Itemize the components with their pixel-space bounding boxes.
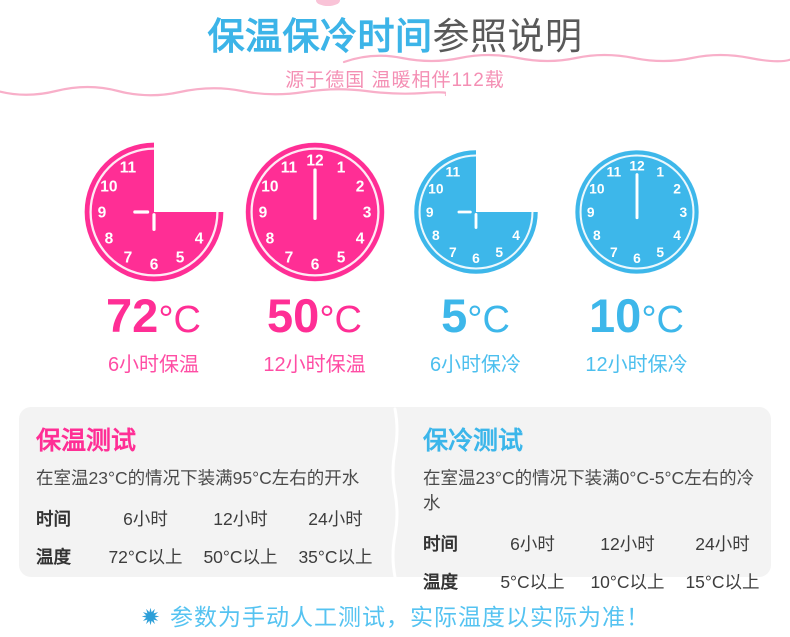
clock-box: 12 1 2 3 4 5 6 7 8 9 10 11	[242, 138, 388, 286]
table-cell: 10°C以上	[590, 572, 665, 592]
cold-test-section: 保冷测试 在室温23°C的情况下装满0°C-5°C左右的冷水 时间 6小时 12…	[395, 407, 771, 592]
svg-text:6: 6	[472, 250, 480, 266]
row-label: 时间	[423, 534, 458, 554]
svg-text:5: 5	[495, 244, 503, 260]
table-cell: 72°C以上	[108, 547, 183, 567]
cold-test-time-row: 时间 6小时 12小时 24小时	[423, 531, 771, 556]
svg-text:11: 11	[606, 164, 621, 180]
svg-text:7: 7	[123, 250, 132, 267]
header: 保温保冷时间参照说明 源于德国 温暖相伴112载	[0, 0, 790, 97]
clock-column-heat-12h: 12 1 2 3 4 5 6 7 8 9 10 11 50°C 12小时保温	[234, 138, 395, 377]
clock-box: 4 5 6 7 8 9 10 11	[81, 138, 227, 286]
svg-text:12: 12	[306, 152, 323, 169]
table-cell: 24小时	[695, 534, 750, 554]
svg-text:5: 5	[175, 250, 184, 267]
starburst-icon	[141, 607, 160, 626]
svg-text:11: 11	[445, 164, 460, 180]
table-cell: 24小时	[308, 509, 363, 529]
table-cell: 6小时	[510, 534, 555, 554]
svg-text:10: 10	[428, 181, 444, 197]
clock-column-cold-12h: 12 1 2 3 4 5 6 7 8 9 10 11 10°C 12小时保冷	[556, 138, 717, 377]
temperature-value: 72°C	[106, 289, 201, 342]
svg-text:10: 10	[100, 178, 117, 195]
svg-text:6: 6	[633, 250, 641, 266]
table-cell: 6小时	[123, 509, 168, 529]
table-cell: 35°C以上	[298, 547, 373, 567]
test-results-panel: 保温测试 在室温23°C的情况下装满95°C左右的开水 时间 6小时 12小时 …	[19, 407, 771, 592]
svg-text:1: 1	[336, 159, 345, 176]
svg-text:4: 4	[194, 230, 203, 247]
clock-column-heat-6h: 4 5 6 7 8 9 10 11 72°C 6小时保温	[73, 138, 234, 377]
cold-test-temp-row: 温度 5°C以上 10°C以上 15°C以上	[423, 569, 771, 594]
svg-text:8: 8	[265, 230, 274, 247]
svg-text:4: 4	[355, 230, 364, 247]
page-title-highlight: 保温保冷时间	[207, 16, 433, 57]
svg-text:5: 5	[656, 244, 664, 260]
cold-test-description: 在室温23°C的情况下装满0°C-5°C左右的冷水	[423, 468, 755, 513]
heat-test-section: 保温测试 在室温23°C的情况下装满95°C左右的开水 时间 6小时 12小时 …	[19, 407, 395, 577]
svg-text:1: 1	[656, 164, 664, 180]
svg-text:4: 4	[512, 227, 520, 243]
svg-text:7: 7	[610, 244, 618, 260]
table-cell: 12小时	[600, 534, 655, 554]
footer-note: 参数为手动人工测试，实际温度以实际为准！	[0, 598, 790, 632]
svg-text:9: 9	[425, 204, 433, 220]
svg-text:11: 11	[119, 159, 136, 176]
clock-caption: 6小时保冷	[429, 354, 522, 376]
temperature-value: 50°C	[267, 289, 362, 342]
clock-caption: 12小时保温	[263, 354, 366, 376]
temperature-value: 5°C	[441, 289, 510, 342]
heat-test-description: 在室温23°C的情况下装满95°C左右的开水	[36, 468, 360, 488]
temperature-value: 10°C	[589, 289, 684, 342]
svg-text:8: 8	[432, 227, 440, 243]
svg-text:9: 9	[97, 204, 106, 221]
page-title-rest: 参照说明	[432, 16, 583, 57]
heat-test-heading: 保温测试	[36, 427, 137, 455]
svg-text:4: 4	[673, 227, 681, 243]
svg-text:3: 3	[679, 204, 687, 220]
footer-note-text: 参数为手动人工测试，实际温度以实际为准！	[170, 604, 650, 630]
clock-box: 12 1 2 3 4 5 6 7 8 9 10 11	[572, 138, 702, 286]
svg-text:10: 10	[261, 178, 278, 195]
svg-text:7: 7	[284, 250, 293, 267]
heat-test-temp-row: 温度 72°C以上 50°C以上 35°C以上	[36, 544, 395, 569]
svg-text:9: 9	[258, 204, 267, 221]
svg-text:12: 12	[629, 158, 645, 174]
svg-text:2: 2	[673, 181, 681, 197]
row-label: 温度	[423, 572, 458, 592]
svg-text:7: 7	[449, 244, 457, 260]
svg-text:11: 11	[280, 159, 297, 176]
clock-column-cold-6h: 4 5 6 7 8 9 10 11 5°C 6小时保冷	[395, 138, 556, 377]
svg-text:2: 2	[355, 178, 364, 195]
pink-blob-decoration	[316, 0, 340, 6]
svg-text:3: 3	[362, 204, 371, 221]
row-label: 时间	[36, 509, 71, 529]
clock-caption: 12小时保冷	[585, 354, 688, 376]
table-cell: 12小时	[213, 509, 268, 529]
clock-box: 4 5 6 7 8 9 10 11	[411, 138, 541, 286]
wavy-divider	[391, 407, 399, 577]
table-cell: 50°C以上	[203, 547, 278, 567]
svg-text:6: 6	[310, 256, 319, 273]
svg-text:10: 10	[589, 181, 605, 197]
table-cell: 15°C以上	[685, 572, 760, 592]
cold-test-heading: 保冷测试	[423, 427, 524, 455]
svg-text:5: 5	[336, 250, 345, 267]
page-title: 保温保冷时间参照说明	[0, 15, 790, 58]
heat-test-time-row: 时间 6小时 12小时 24小时	[36, 506, 395, 531]
svg-text:6: 6	[149, 256, 158, 273]
svg-text:8: 8	[104, 230, 113, 247]
table-cell: 5°C以上	[500, 572, 565, 592]
clocks-row: 4 5 6 7 8 9 10 11 72°C 6小时保温 12 1 2 3 4 5 6 7 8 9 10 11 50…	[0, 138, 790, 377]
svg-text:9: 9	[586, 204, 594, 220]
page-subtitle: 源于德国 温暖相伴112载	[285, 70, 505, 91]
row-label: 温度	[36, 547, 71, 567]
clock-caption: 6小时保温	[107, 354, 200, 376]
svg-text:8: 8	[593, 227, 601, 243]
